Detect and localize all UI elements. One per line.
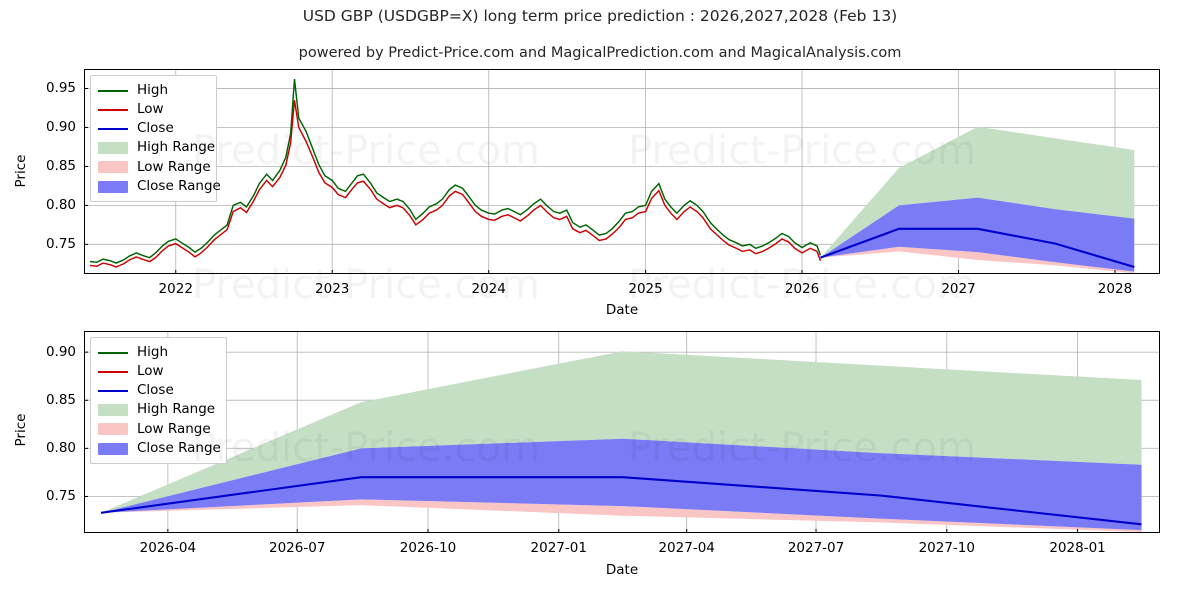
y-axis-tick-label: 0.90 — [45, 119, 76, 136]
x-axis-tick-label: 2028-01 — [1049, 540, 1106, 556]
legend-item-label: High Range — [137, 139, 216, 156]
legend-swatch-low-icon — [98, 103, 128, 116]
legend-swatch-high-icon — [98, 346, 128, 359]
legend-item-label: Low Range — [137, 158, 211, 175]
x-axis-tick-label: 2024 — [471, 281, 506, 297]
y-axis-tick-label: 0.90 — [45, 344, 76, 361]
legend-item-low-range[interactable]: Low Range — [98, 420, 218, 439]
y-axis-tick-label: 0.75 — [45, 488, 76, 505]
legend-item-label: Close — [137, 382, 174, 399]
legend-swatch-high-icon — [98, 84, 128, 97]
page-subtitle: powered by Predict-Price.com and Magical… — [298, 45, 902, 61]
top-chart-plot — [84, 69, 1160, 274]
legend-swatch-close-icon — [98, 384, 128, 397]
x-axis-tick-label: 2027-07 — [787, 540, 845, 556]
x-axis-tick-label: 2025 — [628, 281, 663, 297]
top-chart-axes — [84, 69, 1160, 274]
legend-item-high-range[interactable]: High Range — [98, 139, 215, 158]
top-chart-legend[interactable]: High Low Close High Range Low Range Close Ran… — [90, 75, 221, 203]
x-axis-tick-label: 2028 — [1097, 281, 1133, 297]
x-axis-tick-label: 2027-04 — [658, 540, 715, 556]
legend-item-label: Low Range — [137, 420, 211, 437]
legend-swatch-low-range-icon — [98, 161, 128, 174]
legend-item-high[interactable]: High — [98, 343, 218, 362]
legend-swatch-high-range-icon — [98, 142, 128, 155]
x-axis-tick-label: 2026 — [784, 281, 820, 297]
x-axis-tick-label: 2026-10 — [399, 540, 457, 556]
legend-item-label: Close Range — [137, 177, 221, 194]
legend-item-label: Low — [137, 363, 164, 380]
page-title: USD GBP (USDGBP=X) long term price predi… — [302, 7, 898, 25]
legend-item-label: Low — [137, 101, 164, 118]
legend-item-close[interactable]: Close — [98, 381, 218, 400]
bottom-chart-plot — [84, 331, 1160, 533]
y-axis-tick-label: 0.80 — [45, 197, 76, 214]
legend-swatch-close-range-icon — [98, 442, 128, 455]
bottom-chart-axes — [84, 331, 1160, 533]
x-axis-tick-label: 2027-01 — [530, 540, 587, 556]
legend-item-high-range[interactable]: High Range — [98, 401, 218, 420]
legend-item-close-range[interactable]: Close Range — [98, 439, 221, 458]
legend-item-low[interactable]: Low — [98, 100, 208, 119]
x-axis-tick-label: 2027-10 — [918, 540, 975, 556]
legend-swatch-low-range-icon — [98, 423, 128, 436]
legend-item-label: High — [137, 343, 169, 360]
top-chart-y-axis-label: Price — [13, 154, 29, 188]
legend-item-close[interactable]: Close — [98, 119, 208, 138]
x-axis-tick-label: 2027 — [941, 281, 976, 297]
bottom-chart-legend[interactable]: High Low Close High Range Low Range Close Ran… — [90, 337, 227, 465]
legend-swatch-close-range-icon — [98, 180, 128, 193]
legend-swatch-low-icon — [98, 365, 128, 378]
legend-item-label: High Range — [137, 401, 216, 418]
y-axis-tick-label: 0.85 — [45, 392, 76, 409]
y-axis-tick-label: 0.80 — [45, 440, 76, 457]
bottom-chart-y-axis-label: Price — [13, 413, 29, 447]
legend-item-high[interactable]: High — [98, 81, 208, 100]
legend-item-label: High — [137, 81, 169, 98]
bottom-chart-x-axis-label: Date — [605, 562, 639, 578]
legend-swatch-high-range-icon — [98, 404, 128, 417]
x-axis-tick-label: 2026-04 — [139, 540, 197, 556]
legend-swatch-close-icon — [98, 122, 128, 135]
top-chart-x-axis-label: Date — [605, 302, 639, 318]
y-axis-tick-label: 0.85 — [45, 158, 76, 175]
legend-item-low-range[interactable]: Low Range — [98, 158, 211, 177]
legend-item-low[interactable]: Low — [98, 362, 218, 381]
legend-item-close-range[interactable]: Close Range — [98, 177, 221, 196]
x-axis-tick-label: 2023 — [315, 281, 350, 297]
x-axis-tick-label: 2022 — [158, 281, 193, 297]
legend-item-label: Close Range — [137, 439, 221, 456]
legend-item-label: Close — [137, 120, 174, 137]
x-axis-tick-label: 2026-07 — [269, 540, 326, 556]
y-axis-tick-label: 0.75 — [45, 236, 76, 253]
y-axis-tick-label: 0.95 — [45, 80, 76, 97]
